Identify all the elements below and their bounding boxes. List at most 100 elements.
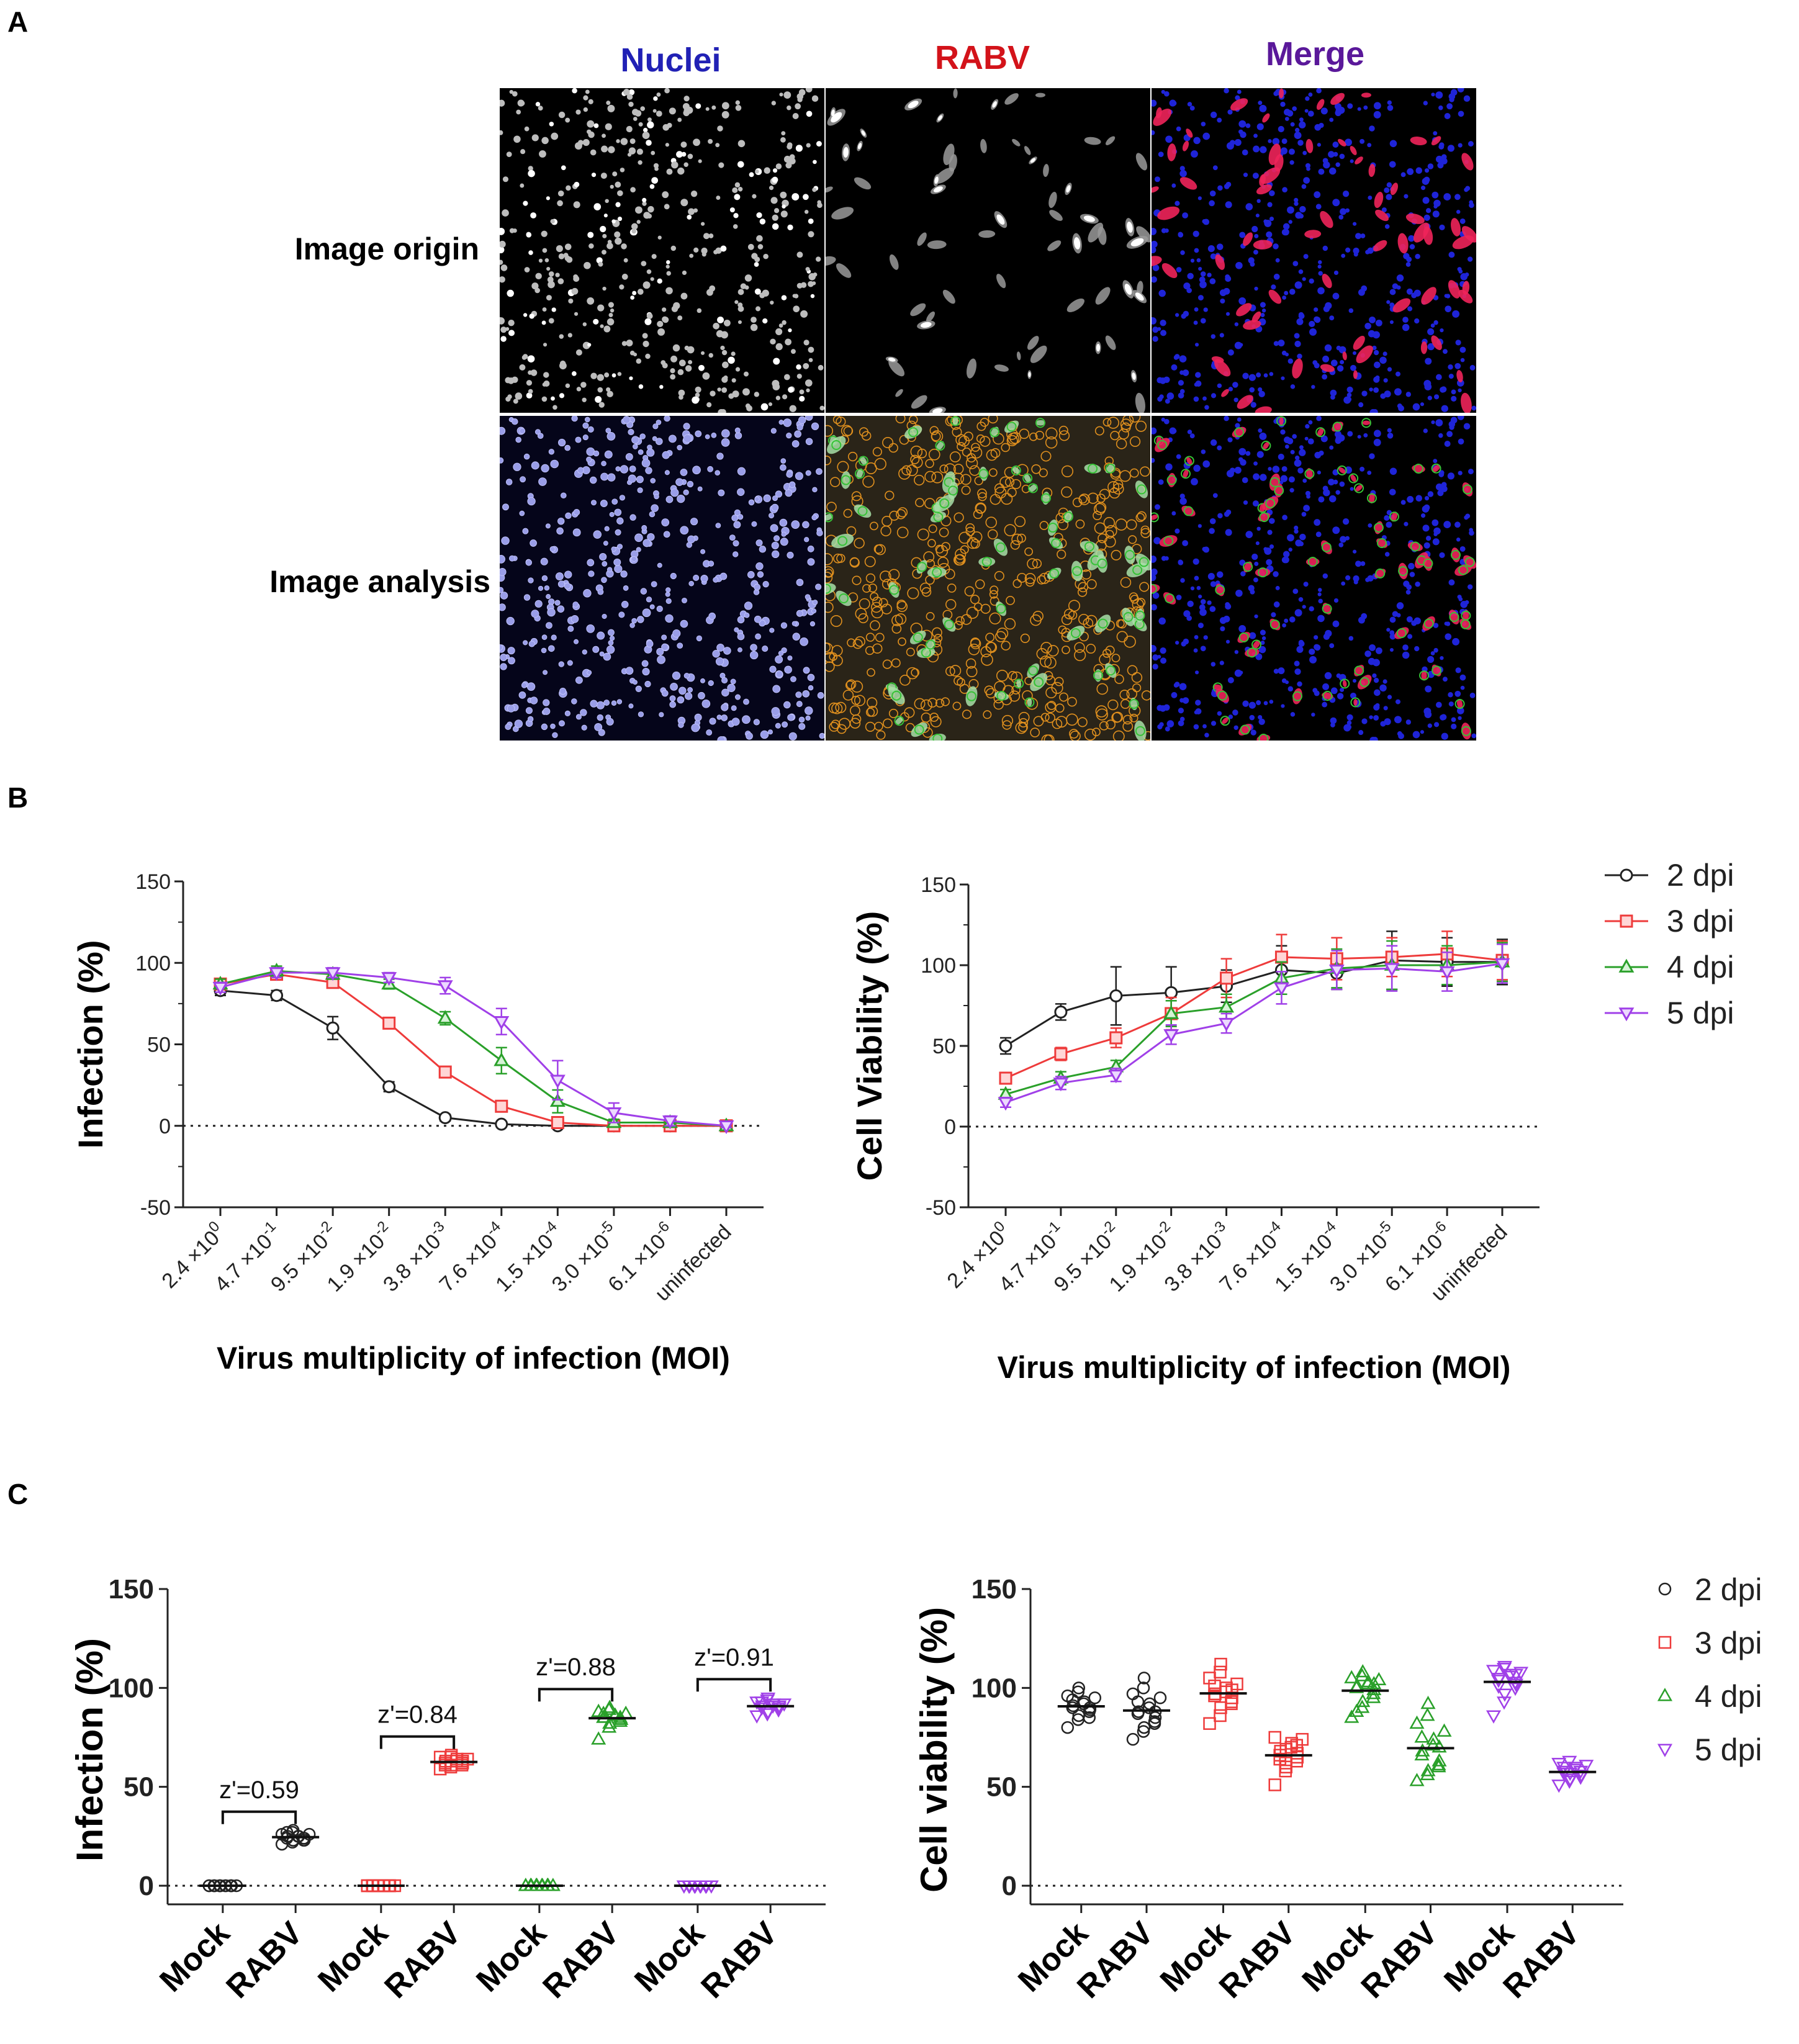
nucleus-spot [609, 636, 615, 641]
nucleus-spot [1229, 140, 1235, 146]
infected-cell-core [996, 214, 1005, 225]
nucleus-spot [606, 318, 615, 326]
nucleus-spot [567, 333, 572, 338]
nucleus-spot [715, 657, 724, 666]
infected-cell-spot [1391, 511, 1398, 522]
nucleus-spot [1440, 655, 1444, 660]
nucleus-spot [1294, 281, 1302, 289]
nucleus-spot [505, 479, 513, 485]
nucleus-spot [638, 449, 644, 455]
nucleus-spot [1373, 102, 1381, 110]
nucleus-spot [685, 692, 693, 700]
nucleus-spot [1260, 629, 1266, 636]
nucleus-spot [605, 428, 611, 434]
nucleus-spot [1329, 495, 1337, 503]
nucleus-spot [575, 109, 581, 115]
nucleus-spot [1383, 378, 1388, 383]
nucleus-spot [651, 254, 657, 259]
nucleus-spot [1256, 199, 1261, 204]
nucleus-spot [642, 539, 651, 547]
nucleus-outline [829, 722, 839, 732]
nucleus-spot [1318, 271, 1323, 276]
nucleus-spot [1444, 294, 1448, 298]
nucleus-spot [692, 466, 701, 475]
nucleus-outline [837, 461, 849, 473]
nucleus-spot [746, 732, 753, 740]
nucleus-spot [1329, 445, 1334, 450]
nucleus-outline [962, 709, 972, 719]
nucleus-outline [830, 615, 842, 628]
nucleus-spot [744, 274, 752, 282]
nucleus-spot [1193, 137, 1201, 145]
data-point [602, 1719, 617, 1733]
nucleus-outline [1135, 420, 1147, 432]
infected-cell-spot [1066, 298, 1084, 312]
nucleus-spot [1455, 340, 1461, 346]
nucleus-spot [1179, 683, 1187, 691]
nucleus-spot [1176, 454, 1181, 459]
nucleus-spot [538, 477, 547, 486]
infected-cell-spot [1122, 608, 1135, 626]
nucleus-spot [796, 610, 803, 617]
nucleus-spot [1294, 132, 1302, 140]
nucleus-spot [1260, 302, 1266, 308]
infected-cell-spot [953, 88, 958, 99]
nucleus-outline [1102, 649, 1112, 658]
nucleus-spot [1194, 248, 1199, 253]
nucleus-outline [921, 712, 931, 723]
nucleus-spot [1317, 143, 1321, 147]
nucleus-outline [955, 616, 965, 626]
nucleus-spot [1305, 163, 1311, 169]
infected-cell-outline [1269, 477, 1280, 487]
nucleus-spot [1336, 673, 1341, 678]
nucleus-outline [891, 658, 901, 668]
legend-marker [1658, 1636, 1672, 1649]
nucleus-spot [605, 123, 612, 130]
nucleus-spot [666, 168, 673, 175]
infected-cell-spot [1374, 191, 1384, 209]
infected-cell-spot [1027, 336, 1039, 350]
nucleus-spot [1404, 194, 1409, 199]
nucleus-outline [872, 447, 882, 457]
infected-cell-spot [1027, 698, 1032, 707]
nucleus-spot [538, 585, 544, 591]
infected-cell-outline [894, 716, 904, 726]
nucleus-spot [672, 671, 681, 680]
nucleus-spot [1249, 714, 1255, 721]
series-line [1005, 959, 1502, 1047]
nucleus-spot [1442, 349, 1448, 354]
nucleus-spot [677, 369, 684, 376]
nucleus-spot [582, 138, 590, 146]
nucleus-spot [1309, 320, 1315, 328]
infected-cell-core [888, 358, 896, 362]
data-point [1497, 1688, 1513, 1702]
nucleus-outline [989, 590, 998, 599]
x-tick-label: Mock [469, 1915, 553, 1999]
nucleus-spot [1400, 172, 1406, 178]
data-point [1409, 1715, 1425, 1729]
nucleus-spot [558, 253, 565, 259]
infected-cell-spot [1306, 468, 1313, 480]
nucleus-spot [1329, 315, 1335, 321]
nucleus-spot [606, 431, 616, 441]
nucleus-outline [976, 434, 985, 443]
nucleus-spot [665, 287, 673, 295]
nucleus-spot [1253, 577, 1258, 583]
nucleus-outline [1112, 730, 1125, 741]
nucleus-spot [1207, 272, 1212, 277]
nucleus-spot [641, 525, 647, 531]
nucleus-spot [1455, 667, 1461, 673]
nucleus-spot [709, 718, 716, 725]
infected-cell-spot [1243, 320, 1261, 330]
nucleus-spot [780, 464, 787, 471]
nucleus-outline [965, 457, 978, 469]
nucleus-spot [1448, 691, 1453, 698]
nucleus-spot [1368, 523, 1373, 528]
data-point [495, 1099, 508, 1113]
data-point [551, 1116, 564, 1129]
nucleus-spot [1249, 387, 1255, 393]
nucleus-spot [1386, 521, 1392, 528]
nucleus-spot [1346, 720, 1352, 726]
nucleus-spot [642, 197, 647, 203]
